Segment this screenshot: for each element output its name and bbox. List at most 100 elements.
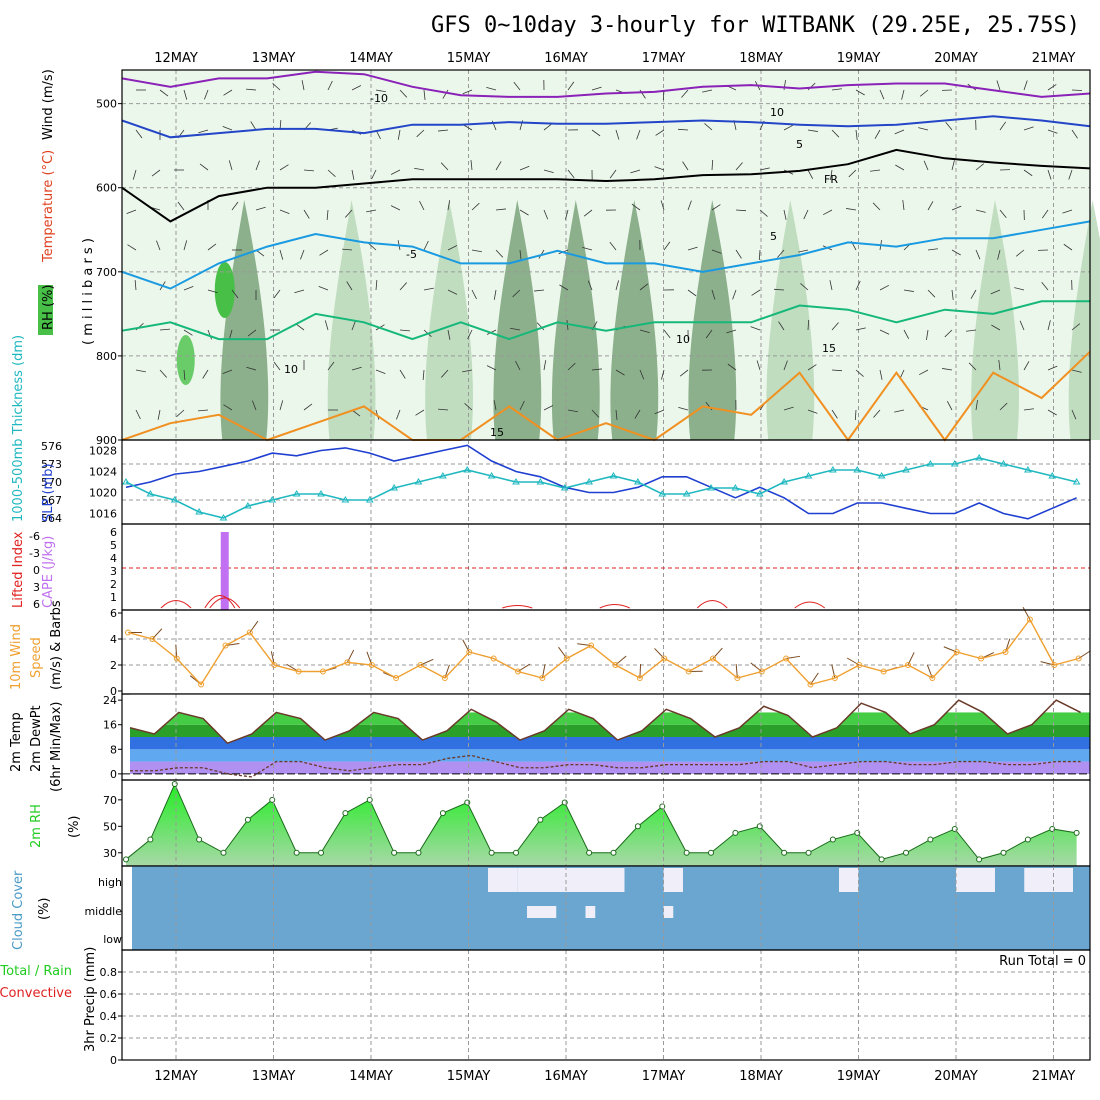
wind-speed-marker <box>588 642 595 649</box>
wind-barb <box>159 328 170 331</box>
rh2m-marker <box>903 849 909 856</box>
wind-barb <box>874 129 881 139</box>
thickness-marker <box>707 484 715 491</box>
upper-air-panel: -10 10 5 FR -5 5 10 10 15 15 500 600 700 800 900 RH (… <box>38 69 1100 447</box>
li-bump <box>794 601 826 609</box>
wind-barb <box>663 241 671 251</box>
wind-barb <box>735 249 742 259</box>
wind-barb <box>157 409 161 420</box>
wind-barb <box>183 329 193 336</box>
temperature-contour <box>121 70 1091 98</box>
precip-panel: 0.8 0.6 0.4 0.2 0 Run Total = 0 Total / Rain… <box>0 947 1091 1067</box>
precip-label-total: Total / Rain <box>0 964 72 979</box>
tick-label: 70 <box>103 794 117 807</box>
temp2m-label-line2: 2m DewPt <box>29 705 44 772</box>
wind-barb <box>894 409 905 413</box>
wind-barb <box>279 400 284 411</box>
contour-label: 10 <box>770 106 784 119</box>
rh-band <box>551 200 600 440</box>
li-bump <box>696 600 728 609</box>
wind-barb <box>919 89 929 97</box>
wind-barb <box>159 89 169 97</box>
wind-barb <box>687 289 697 297</box>
wind-barb <box>495 249 504 258</box>
wind-barb <box>975 163 985 171</box>
date-label-bottom: 14MAY <box>349 1069 393 1084</box>
wind-barb <box>207 243 217 251</box>
wind-barb <box>783 360 788 371</box>
rh2m-marker <box>415 849 422 856</box>
wind-speed-marker <box>125 629 131 636</box>
wind-barb <box>543 123 553 131</box>
wind-barb <box>326 209 329 220</box>
wind-barb <box>902 200 905 211</box>
cloud-clear-patches <box>488 868 1073 918</box>
wind-barb <box>273 361 281 371</box>
date-label-top: 18MAY <box>739 51 783 66</box>
wind-barb <box>831 369 843 372</box>
cloud-clear-high <box>1024 868 1073 892</box>
slp-frame <box>121 439 1091 525</box>
wind-speed-marker <box>710 655 716 662</box>
tick-label: 0.2 <box>100 1032 118 1045</box>
thickness-marker <box>682 490 691 497</box>
wind-barb <box>279 249 284 260</box>
temperature-contour <box>121 350 1091 442</box>
cloud-label: Cloud Cover <box>11 870 26 950</box>
wind-barb <box>342 248 353 251</box>
rh2m-marker <box>683 849 690 856</box>
rh2m-marker <box>634 823 641 830</box>
contour-label: -5 <box>406 248 417 261</box>
rh2m-marker <box>927 836 934 843</box>
wind-barb <box>351 85 362 91</box>
wind-barb <box>848 169 857 178</box>
wind-speed-marker <box>856 662 863 668</box>
wind-barb <box>512 289 521 298</box>
wind-barb <box>135 129 143 139</box>
wind10m-panel: 6 4 2 0 10m Wind Speed (m/s) & Barbs <box>9 600 1091 698</box>
wind-speed-marker <box>320 668 326 675</box>
wind-barb <box>682 161 689 171</box>
wind-speed-marker <box>222 642 229 649</box>
thickness-tick: 564 <box>41 512 62 525</box>
wind-barb <box>879 284 890 291</box>
temp2m-line <box>129 699 1081 745</box>
wind-barb <box>735 162 743 171</box>
wind-label: Wind (m/s) <box>41 69 56 140</box>
rh2m-marker <box>147 836 154 843</box>
cape-tick: 2 <box>110 578 117 591</box>
cape-bar <box>220 532 229 610</box>
wind-barb <box>990 289 1001 295</box>
wind-barb <box>134 280 137 291</box>
wind-barb <box>855 369 864 377</box>
wind-barb <box>1023 408 1034 411</box>
wind-barb <box>272 83 281 91</box>
thickness-marker <box>585 478 594 485</box>
wind-barb <box>390 169 401 175</box>
wind-barb <box>246 88 257 91</box>
wind-barb <box>966 329 977 332</box>
wind-barb <box>846 208 857 211</box>
thickness-marker <box>438 472 447 479</box>
wind-barb <box>783 124 794 131</box>
upper-air-labels: RH (%) Temperature (°C) Wind (m/s) ( m i… <box>38 69 96 345</box>
slp-line <box>125 444 1077 520</box>
li-tick: 3 <box>33 581 40 594</box>
wind-barb <box>631 203 641 211</box>
thickness-marker <box>731 484 740 491</box>
wind-barb <box>975 209 986 213</box>
wind-barb <box>945 121 953 131</box>
rh2m-marker <box>829 836 836 843</box>
wind-barb <box>493 400 497 411</box>
temp2m-series <box>129 699 1081 778</box>
rh2m-panel: 70 50 30 2m RH (%) <box>29 779 1091 867</box>
wind-barb <box>519 400 525 411</box>
wind-barb <box>997 249 1001 260</box>
temperature-contours: -10 10 5 FR -5 5 10 10 15 15 <box>121 70 1091 442</box>
run-total: Run Total = 0 <box>999 954 1086 969</box>
li-tick: -3 <box>29 547 40 560</box>
wind-barb <box>463 124 473 131</box>
slp-tick: 1024 <box>89 466 117 479</box>
wind-barb <box>126 209 137 214</box>
wind-speed-marker <box>173 655 180 662</box>
